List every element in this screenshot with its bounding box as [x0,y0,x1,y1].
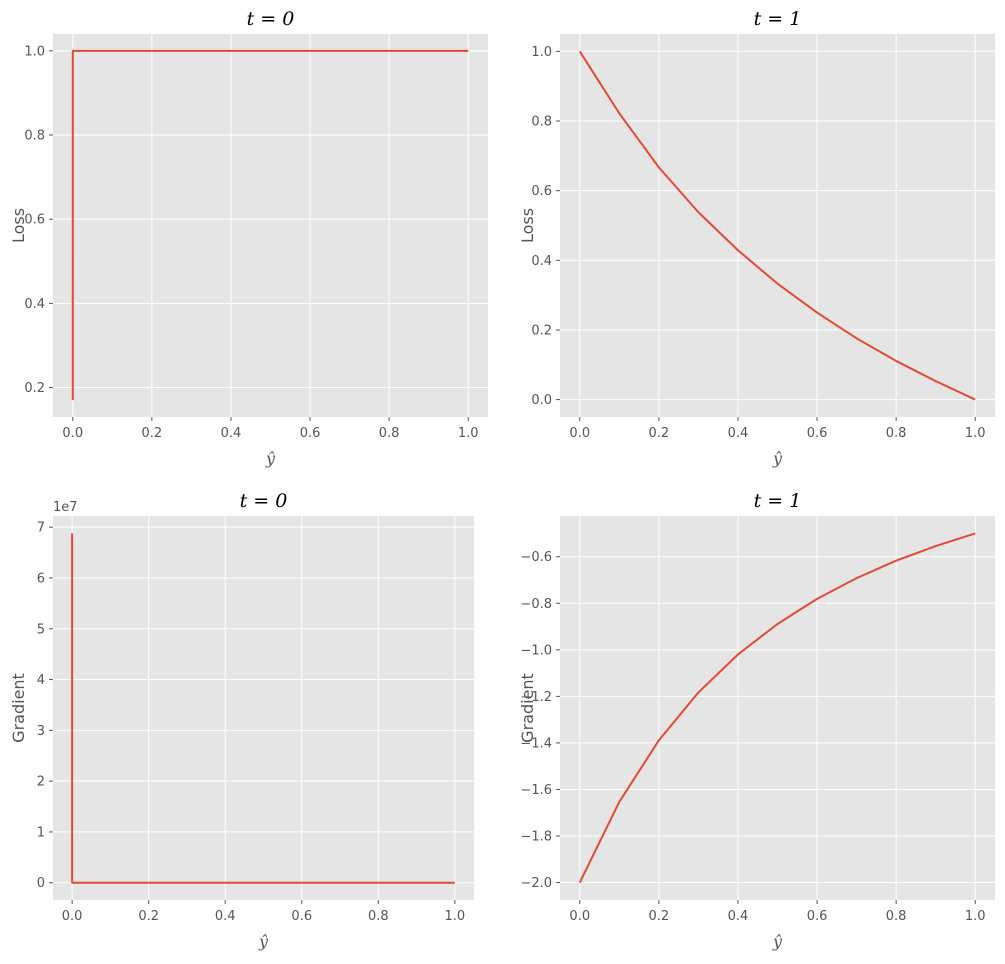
y-tick-label: −1.8 [520,830,552,845]
x-tick-label: 0.2 [649,909,670,924]
y-tick-label: 0.8 [24,129,45,144]
x-tick-label: 0.4 [215,909,236,924]
x-tick-label: 0.8 [379,426,400,441]
y-tick-label: −1.0 [520,643,552,658]
plot-area [53,34,488,417]
y-tick-label: 0.4 [531,254,552,269]
grid [53,516,474,900]
x-tick-label: 0.6 [300,426,321,441]
panel-gradient-t0: 0.0 0.2 0.4 0.6 0.8 1.0 0 1 2 3 4 5 6 7 t = 0 ŷ Gradi… [9,490,474,951]
x-tick-label: 0.0 [569,426,590,441]
y-tick-label: 6 [37,571,45,586]
x-tick-label: 0.2 [138,909,159,924]
chart-title: t = 1 [754,490,802,512]
chart-title: t = 0 [240,490,288,512]
x-tick-label: 0.0 [569,909,590,924]
x-axis-label: ŷ [258,932,269,951]
x-tick-label: 0.4 [728,909,749,924]
x-axis-label: ŷ [772,932,783,951]
y-axis-label: Gradient [9,673,28,743]
x-tick-label: 0.0 [62,909,83,924]
x-tick-label: 0.6 [807,426,828,441]
ticks: 0.0 0.2 0.4 0.6 0.8 1.0 0 1 2 3 4 5 6 7 [37,521,465,924]
chart-title: t = 1 [754,8,802,30]
x-axis-label: ŷ [265,449,276,468]
y-tick-label: −2.0 [520,876,552,891]
y-offset-label: 1e7 [53,500,78,515]
y-tick-label: 2 [37,775,45,790]
x-tick-label: 0.4 [728,426,749,441]
y-axis-label: Loss [9,208,28,243]
y-tick-label: 1 [37,825,45,840]
y-axis-label: Loss [518,208,537,243]
plot-area [560,34,995,417]
y-tick-label: 0.0 [531,393,552,408]
ticks: 0.0 0.2 0.4 0.6 0.8 1.0 −2.0 −1.8 −1.6 −1.4 −1.2 −1… [520,550,985,924]
x-tick-label: 0.4 [221,426,242,441]
x-tick-label: 0.0 [62,426,83,441]
y-tick-label: 4 [37,673,45,688]
y-tick-label: −0.8 [520,597,552,612]
panel-gradient-t1: 0.0 0.2 0.4 0.6 0.8 1.0 −2.0 −1.8 −1.6 −1.4 −1.2 −1… [518,490,995,951]
x-tick-label: 1.0 [965,426,986,441]
panel-loss-t1: 0.0 0.2 0.4 0.6 0.8 1.0 0.0 0.2 0.4 0.6 0.8 1.0 t =… [518,8,995,468]
series-line-0 [578,50,976,401]
panel-loss-t0: 0.0 0.2 0.4 0.6 0.8 1.00.20.40.60.81.0 t = 0 … [9,8,488,468]
y-tick-label: 1.0 [24,44,45,59]
y-tick-label: 5 [37,622,45,637]
y-tick-label: 7 [37,521,45,536]
y-tick-label: 0.2 [531,323,552,338]
x-tick-label: 1.0 [445,909,466,924]
y-tick-label: −0.6 [520,550,552,565]
plot-area [53,516,474,900]
x-tick-label: 0.2 [142,426,163,441]
series-group [71,49,469,401]
y-tick-label: 0 [37,876,45,891]
chart-title: t = 0 [247,8,295,30]
y-tick-label: 3 [37,724,45,739]
y-tick-label: −1.6 [520,783,552,798]
x-tick-label: 0.6 [291,909,312,924]
ticks: 0.0 0.2 0.4 0.6 0.8 1.0 0.2 0.4 0.6 0.8 1.0 [24,44,478,441]
x-tick-label: 0.2 [649,426,670,441]
series-group [578,532,976,883]
series-line-0 [71,533,455,884]
plot-area [560,516,995,900]
series-line-0 [578,532,976,883]
y-tick-label: 0.6 [531,184,552,199]
y-tick-label: 0.6 [24,213,45,228]
x-tick-label: 0.6 [807,909,828,924]
grid [560,516,995,900]
x-tick-label: 0.8 [368,909,389,924]
series-group [578,50,976,401]
y-tick-label: 1.0 [531,45,552,60]
grid [560,34,995,417]
x-axis-label: ŷ [772,449,783,468]
x-tick-label: 0.8 [886,909,907,924]
y-tick-label: −1.2 [520,690,552,705]
y-tick-label: 0.8 [531,115,552,130]
ticks: 0.0 0.2 0.4 0.6 0.8 1.0 0.0 0.2 0.4 0.6 0.8 1.0 [531,45,985,441]
y-tick-label: −1.4 [520,736,552,751]
series-line-0 [71,49,469,401]
x-tick-label: 0.8 [886,426,907,441]
x-tick-label: 1.0 [458,426,479,441]
series-group [71,533,455,884]
y-tick-label: 0.4 [24,297,45,312]
y-tick-label: 0.2 [24,381,45,396]
x-tick-label: 1.0 [965,909,986,924]
y-axis-label: Gradient [518,673,537,743]
